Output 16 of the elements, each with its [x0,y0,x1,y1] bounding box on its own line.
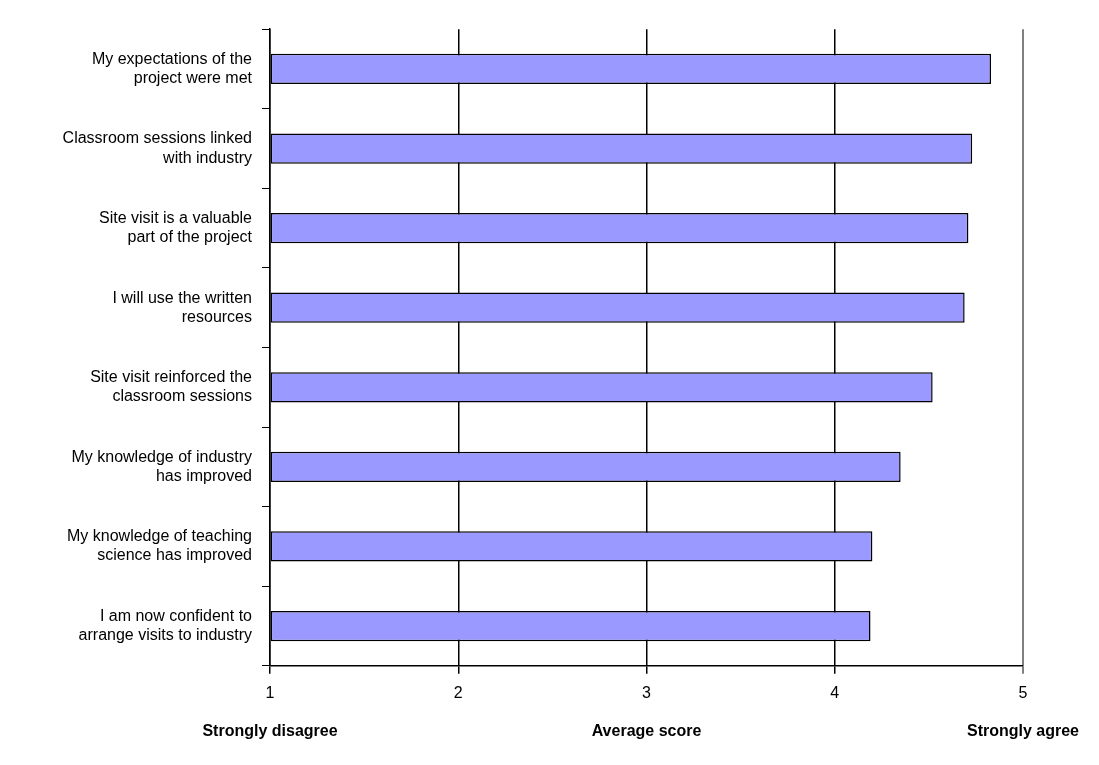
y-tick-label: My knowledge of teaching science has improved [67,527,252,564]
y-tick-label: Site visit reinforced the classroom sessions [90,368,253,405]
y-tick-label: Site visit is a valuable part of the project [99,208,253,246]
y-tick-label: I will use the written resources [112,288,252,325]
y-tick-label: My expectations of the project were met [91,49,253,86]
text: Strongly agree [966,721,1080,739]
x-tick-label: 1 [265,683,275,701]
x-axis-title: Average score [591,721,702,739]
x-tick-label: 5 [1018,683,1028,701]
x-tick-label: 2 [453,683,463,701]
y-tick-label: My knowledge of industry has improved [71,447,252,484]
y-tick-label: I am now confident to arrange visits to industry [78,606,253,644]
x-tick-label: 4 [830,683,840,701]
x-tick-label: 3 [642,683,652,701]
text: Strongly disagree [202,721,338,739]
y-tick-label: Classroom sessions linked with industry [62,129,252,166]
